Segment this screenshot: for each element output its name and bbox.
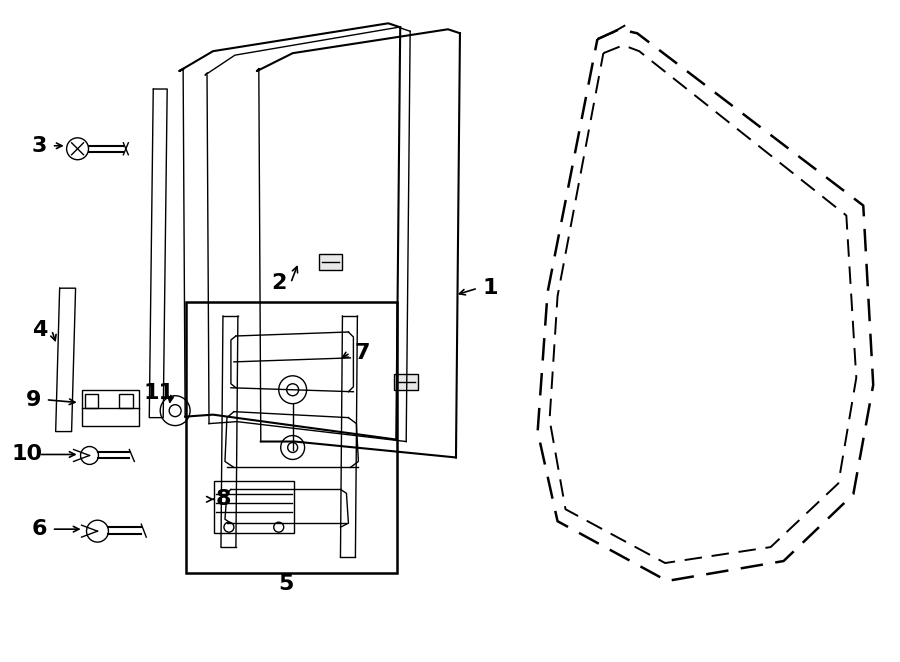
Text: 9: 9 [26, 390, 41, 410]
Text: 8: 8 [215, 489, 230, 509]
Text: 11: 11 [144, 383, 175, 402]
Text: 6: 6 [32, 519, 48, 539]
Text: 5: 5 [278, 574, 293, 594]
Bar [120, 394, 133, 408]
Bar [85, 394, 98, 408]
Bar [319, 254, 343, 270]
Bar [214, 481, 293, 533]
Text: 7: 7 [355, 343, 370, 363]
Text: 3: 3 [32, 136, 48, 156]
Bar [394, 374, 418, 390]
Bar [186, 302, 397, 573]
Text: 4: 4 [32, 320, 48, 340]
Text: 10: 10 [11, 444, 42, 465]
Bar [82, 390, 140, 426]
Text: 2: 2 [271, 273, 286, 293]
Text: 1: 1 [482, 278, 498, 298]
